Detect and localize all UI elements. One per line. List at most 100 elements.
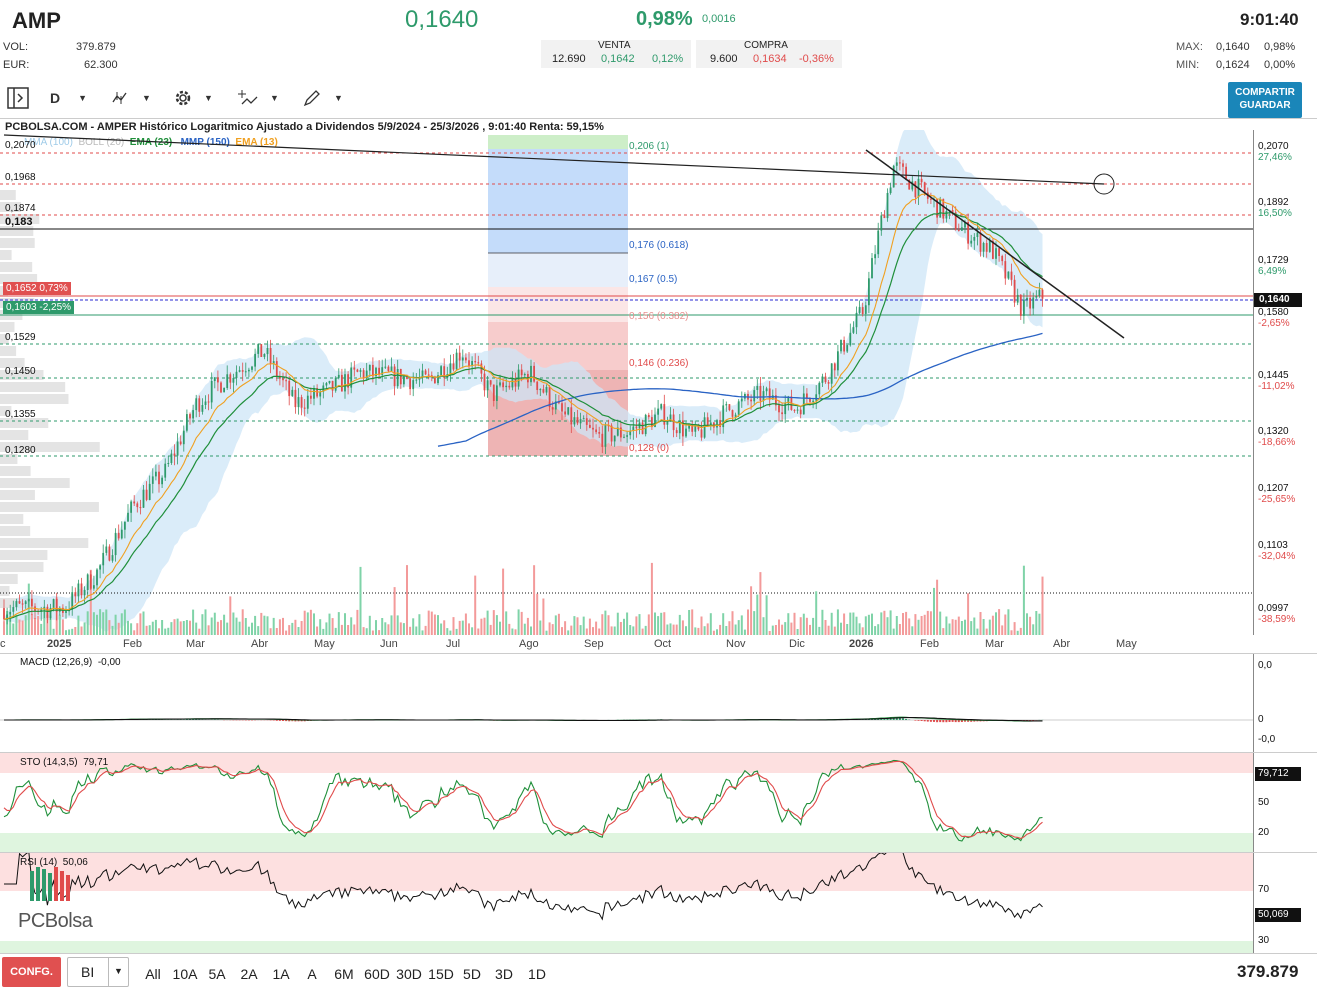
volume-bar bbox=[964, 619, 966, 635]
range-button-60d[interactable]: 60D bbox=[364, 966, 390, 982]
candle-body bbox=[827, 382, 830, 384]
candle-body bbox=[768, 388, 771, 400]
range-button-a[interactable]: A bbox=[307, 966, 317, 982]
candle-body bbox=[864, 305, 867, 314]
candle-body bbox=[192, 410, 194, 419]
range-button-3d[interactable]: 3D bbox=[495, 966, 513, 982]
volume-bar bbox=[154, 619, 157, 635]
config-button[interactable]: CONFG. bbox=[2, 957, 61, 987]
logo-bars-icon bbox=[30, 867, 70, 901]
bollinger-band bbox=[4, 130, 1043, 633]
range-button-all[interactable]: All bbox=[145, 966, 161, 982]
volume-bar bbox=[210, 617, 213, 635]
drawing-tools-dropdown[interactable]: ▼ bbox=[302, 86, 343, 110]
macd-pane[interactable] bbox=[0, 654, 1253, 752]
volume-profile-bar bbox=[0, 478, 70, 488]
price-chart[interactable] bbox=[0, 130, 1253, 635]
volume-bar bbox=[120, 613, 123, 635]
candle-body bbox=[995, 248, 997, 259]
rsi-pane[interactable] bbox=[0, 853, 1253, 953]
range-button-30d[interactable]: 30D bbox=[396, 966, 422, 982]
level-label: 0,1529 bbox=[5, 332, 36, 343]
red-level-tag: 0,1652 0,73% bbox=[3, 282, 71, 295]
sto-title: STO (14,3,5) 79,71 bbox=[20, 757, 108, 768]
volume-profile-bar bbox=[0, 202, 22, 212]
candle-body bbox=[951, 210, 954, 213]
macd-histogram-bar bbox=[951, 720, 954, 722]
candle-body bbox=[787, 396, 790, 404]
level-label: 0,1968 bbox=[5, 172, 36, 183]
candle-body bbox=[1023, 299, 1025, 316]
range-button-2a[interactable]: 2A bbox=[240, 966, 258, 982]
volume-bar bbox=[316, 626, 319, 635]
volume-bar bbox=[266, 616, 269, 635]
volume-bar bbox=[1004, 614, 1007, 635]
mode-select[interactable]: BI ▼ bbox=[67, 957, 129, 987]
panel-toggle-button[interactable] bbox=[6, 86, 30, 110]
macd-histogram-bar bbox=[189, 719, 191, 720]
volume-bar bbox=[353, 624, 356, 635]
volume-bar bbox=[833, 626, 836, 635]
candle-body bbox=[837, 351, 839, 371]
volume-bar bbox=[973, 617, 976, 635]
volume-bar bbox=[337, 612, 340, 635]
volume-bar bbox=[626, 612, 629, 635]
candle-body bbox=[99, 565, 101, 570]
ema-13-line bbox=[3, 193, 1043, 620]
range-button-6m[interactable]: 6M bbox=[334, 966, 354, 982]
sto-value: 79,71 bbox=[83, 757, 109, 768]
compra-qty: 9.600 bbox=[710, 53, 738, 65]
stochastic-pane[interactable] bbox=[0, 753, 1253, 852]
volume-bar bbox=[486, 610, 489, 635]
candle-body bbox=[861, 307, 864, 314]
candle-body bbox=[139, 507, 142, 509]
period-dropdown[interactable]: D ▼ bbox=[50, 86, 87, 110]
settings-dropdown[interactable]: ▼ bbox=[172, 86, 213, 110]
level-label: 0,1280 bbox=[5, 445, 36, 456]
range-button-5d[interactable]: 5D bbox=[463, 966, 481, 982]
volume-bar bbox=[455, 628, 458, 635]
volume-bar bbox=[849, 612, 852, 635]
range-button-15d[interactable]: 15D bbox=[428, 966, 454, 982]
volume-bar bbox=[437, 615, 439, 635]
volume-bar bbox=[216, 621, 219, 635]
chart-type-dropdown[interactable]: ▼ bbox=[110, 86, 151, 110]
macd-histogram-bar bbox=[902, 718, 904, 720]
candle-body bbox=[610, 425, 613, 442]
macd-histogram-bar bbox=[948, 720, 951, 722]
volume-bar bbox=[421, 630, 424, 635]
range-button-1d[interactable]: 1D bbox=[528, 966, 546, 982]
macd-histogram-bar bbox=[920, 720, 923, 721]
divider bbox=[0, 852, 1317, 853]
volume-bar bbox=[461, 620, 464, 635]
volume-bar bbox=[297, 627, 300, 635]
volume-bar bbox=[988, 619, 991, 635]
candle-body bbox=[536, 381, 539, 390]
range-button-10a[interactable]: 10A bbox=[172, 966, 198, 982]
candle-body bbox=[833, 363, 836, 371]
range-button-5a[interactable]: 5A bbox=[208, 966, 226, 982]
candle-body bbox=[957, 229, 960, 231]
volume-bar bbox=[182, 621, 185, 635]
volume-bar bbox=[886, 617, 889, 635]
volume-profile-bar bbox=[0, 406, 12, 416]
macd-histogram-bar bbox=[914, 720, 917, 721]
volume-bar bbox=[700, 616, 703, 635]
candle-body bbox=[988, 240, 991, 252]
share-save-button[interactable]: COMPARTIR GUARDAR bbox=[1228, 82, 1302, 118]
macd-histogram-bar bbox=[282, 720, 284, 721]
candle-body bbox=[353, 367, 356, 370]
candle-body bbox=[21, 603, 24, 605]
candle-body bbox=[985, 243, 988, 252]
candle-body bbox=[204, 401, 207, 405]
volume-profile-bar bbox=[0, 586, 10, 596]
volume-bar bbox=[995, 612, 997, 635]
indicators-dropdown[interactable]: ▼ bbox=[238, 86, 279, 110]
range-button-1a[interactable]: 1A bbox=[272, 966, 290, 982]
moving-averages bbox=[3, 193, 1043, 620]
rsi-label: RSI (14) bbox=[20, 857, 58, 868]
volume-bar bbox=[359, 566, 362, 635]
month-label: Jun bbox=[380, 638, 398, 650]
candle-body bbox=[781, 412, 783, 415]
candle-body bbox=[496, 385, 498, 401]
